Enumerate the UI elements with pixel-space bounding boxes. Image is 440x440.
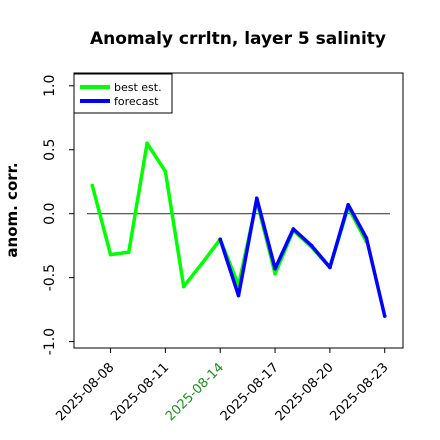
y-tick-label: -1.0	[42, 328, 58, 355]
data-point	[90, 183, 95, 188]
chart-title: Anomaly crrltn, layer 5 salinity	[90, 29, 386, 49]
y-tick-label: -0.5	[42, 264, 58, 291]
data-point	[328, 265, 332, 270]
y-tick-label: 0.5	[42, 139, 58, 161]
data-point	[127, 250, 131, 254]
data-point	[108, 252, 113, 257]
legend: best est.forecast	[73, 73, 173, 114]
data-point	[346, 202, 350, 207]
data-point	[200, 261, 204, 266]
legend-label: best est.	[114, 81, 162, 94]
x-tick-label: 2025-08-08	[53, 360, 117, 424]
data-point	[382, 314, 387, 318]
y-tick-label: 0.0	[42, 203, 58, 225]
x-tick-label: 2025-08-20	[273, 360, 337, 424]
x-tick-label: 2025-08-17	[218, 360, 282, 424]
series-line-forecast	[218, 196, 387, 318]
y-tick-label: 1.0	[42, 75, 58, 97]
legend-box	[73, 73, 173, 114]
plot-area: -1.0-0.50.00.51.02025-08-082025-08-11202…	[42, 72, 404, 424]
data-point	[291, 227, 296, 231]
x-tick-label: 2025-08-23	[328, 360, 392, 424]
plot-frame	[73, 72, 404, 349]
x-tick-label: 2025-08-11	[108, 360, 172, 424]
data-point	[254, 196, 259, 201]
data-point	[273, 272, 277, 276]
data-point	[364, 236, 369, 240]
y-axis-label: anom. corr.	[3, 162, 21, 257]
data-point	[273, 266, 277, 271]
data-point	[181, 284, 186, 289]
data-point	[163, 169, 168, 174]
data-point	[218, 237, 223, 242]
data-point	[236, 293, 241, 298]
legend-label: forecast	[114, 95, 159, 108]
data-point	[309, 243, 314, 248]
data-point	[145, 141, 149, 146]
x-tick-label: 2025-08-14	[163, 360, 227, 424]
